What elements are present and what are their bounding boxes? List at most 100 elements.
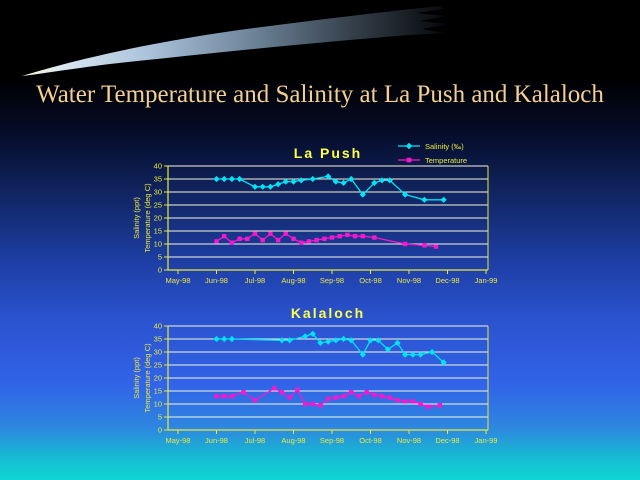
- salinity-marker: [417, 351, 424, 358]
- y-tick-label: 10: [154, 240, 162, 249]
- legend-label: Salinity (‰): [425, 142, 464, 151]
- temperature-marker: [329, 235, 335, 240]
- temperature-marker: [341, 394, 346, 399]
- temperature-marker: [283, 231, 288, 236]
- x-tick-label: Aug-98: [281, 436, 305, 445]
- temperature-marker: [306, 239, 312, 244]
- y-tick-label: 30: [154, 188, 162, 197]
- y-axis-label: Salinity (ppt): [132, 357, 141, 399]
- temperature-marker: [260, 237, 265, 243]
- temperature-marker: [379, 394, 385, 399]
- salinity-marker: [213, 175, 220, 183]
- x-tick-label: Jun-98: [205, 436, 228, 445]
- temperature-marker: [402, 241, 408, 247]
- salinity-marker: [325, 338, 332, 345]
- y-tick-label: 25: [154, 361, 162, 370]
- y-axis-label: Temperature (deg C): [143, 343, 152, 413]
- x-tick-label: Aug-98: [281, 276, 305, 285]
- temperature-marker: [229, 240, 235, 245]
- slide-title: Water Temperature and Salinity at La Pus…: [36, 81, 604, 108]
- x-tick-label: Nov-98: [397, 436, 421, 445]
- temperature-marker: [291, 236, 296, 241]
- x-tick-label: Dec-98: [435, 276, 459, 285]
- x-tick-label: Sep-98: [320, 276, 344, 285]
- temperature-marker: [318, 403, 323, 408]
- salinity-marker: [278, 337, 286, 344]
- temperature-marker: [299, 240, 304, 245]
- y-tick-label: 20: [154, 214, 162, 223]
- salinity-line: [216, 175, 444, 201]
- legend-label: Temperature: [425, 156, 467, 165]
- salinity-marker: [221, 335, 228, 343]
- x-tick-label: Dec-98: [435, 436, 459, 445]
- salinity-marker: [290, 178, 297, 185]
- salinity-marker: [274, 181, 282, 188]
- temperature-marker: [275, 237, 281, 243]
- x-tick-label: Jan-99: [475, 276, 498, 285]
- temperature-marker: [222, 234, 227, 239]
- temperature-marker: [245, 236, 250, 241]
- salinity-marker: [348, 175, 355, 183]
- temperature-marker: [437, 403, 442, 408]
- salinity-marker: [402, 351, 409, 358]
- swoosh-path: [22, 6, 448, 76]
- temperature-marker: [237, 236, 242, 241]
- temperature-marker: [279, 390, 285, 395]
- y-tick-label: 35: [154, 335, 162, 344]
- x-tick-label: Jan-99: [475, 436, 498, 445]
- la-push-chart-canvas: 0 5 10 15 20 25 30 35 40 May-98 Jun-98 Jul-98 Aug-98…: [132, 142, 498, 285]
- temperature-marker: [322, 236, 327, 241]
- y-tick-label: 5: [158, 253, 162, 262]
- temperature-marker: [433, 244, 439, 249]
- salinity-marker: [228, 175, 236, 183]
- chart-la-push: 0 5 10 15 20 25 30 35 40 May-98 Jun-98 Jul-98 Aug-98…: [126, 136, 510, 288]
- temperature-marker: [349, 390, 354, 395]
- salinity-marker: [440, 196, 447, 203]
- y-tick-label: 15: [154, 227, 162, 236]
- temperature-marker: [426, 404, 431, 409]
- temperature-marker: [372, 235, 377, 240]
- salinity-line: [216, 333, 445, 363]
- temperature-marker: [360, 234, 365, 239]
- temperature-marker: [387, 395, 392, 400]
- temperature-marker: [295, 387, 300, 392]
- y-tick-label: 0: [158, 426, 162, 435]
- y-axis-label: Temperature (deg C): [143, 183, 152, 253]
- salinity-marker: [286, 337, 293, 344]
- x-tick-label: May-98: [165, 436, 190, 445]
- x-tick-label: Jul-98: [245, 436, 265, 445]
- temperature-marker: [222, 394, 227, 399]
- temperature-marker: [252, 231, 258, 236]
- temperature-marker: [352, 234, 358, 239]
- temperature-marker: [272, 386, 277, 391]
- y-tick-label: 40: [154, 162, 162, 171]
- x-tick-label: Oct-98: [359, 436, 382, 445]
- salinity-marker: [213, 335, 220, 343]
- y-tick-label: 20: [154, 374, 162, 383]
- x-tick-label: Jun-98: [205, 276, 228, 285]
- salinity-marker: [236, 175, 243, 183]
- salinity-marker: [267, 183, 274, 190]
- temperature-marker: [268, 231, 273, 236]
- temperature-marker: [333, 395, 339, 400]
- legend-marker: [405, 142, 413, 150]
- y-tick-label: 0: [158, 266, 162, 275]
- temperature-marker: [314, 237, 319, 243]
- chart-title: La Push: [294, 145, 362, 161]
- salinity-marker: [221, 175, 228, 183]
- temperature-marker: [418, 401, 423, 407]
- kalaloch-chart-canvas: 0 5 10 15 20 25 30 35 40 May-98 Jun-98 Jul-98 Aug-98…: [132, 305, 498, 445]
- y-tick-label: 40: [154, 322, 162, 331]
- temperature-marker: [214, 394, 219, 399]
- salinity-marker: [340, 179, 347, 187]
- salinity-marker: [259, 183, 266, 190]
- salinity-marker: [251, 183, 259, 190]
- salinity-marker: [421, 196, 428, 203]
- salinity-marker: [340, 335, 347, 343]
- salinity-marker: [378, 177, 386, 184]
- x-tick-label: Sep-98: [320, 436, 344, 445]
- salinity-marker: [298, 177, 305, 184]
- salinity-marker: [332, 337, 339, 344]
- y-tick-label: 30: [154, 348, 162, 357]
